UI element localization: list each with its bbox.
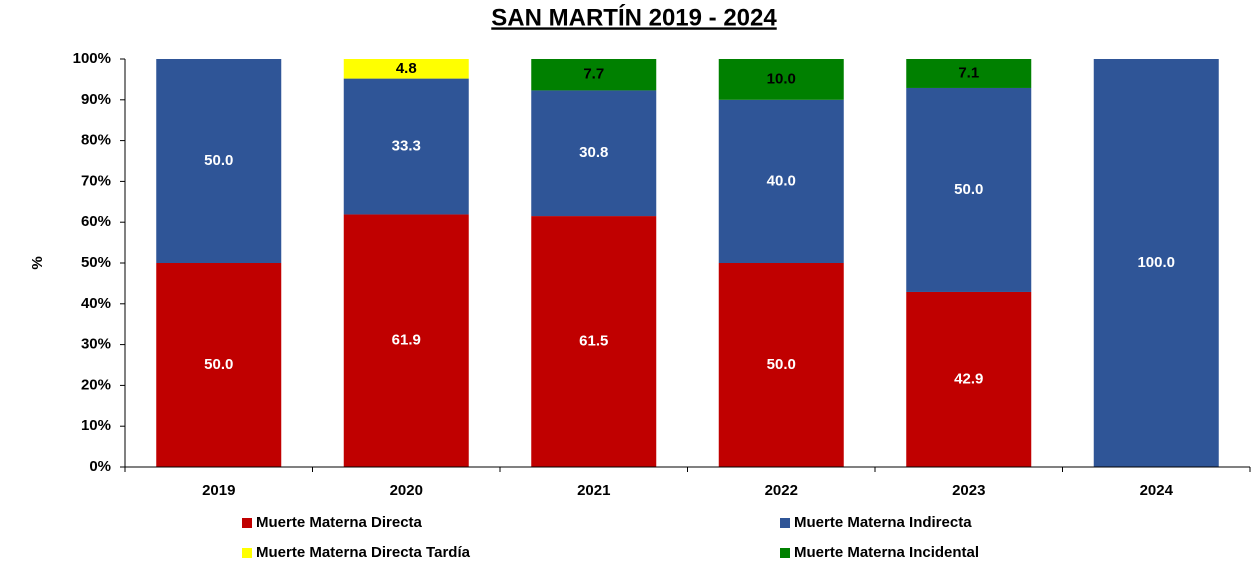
- data-label: 50.0: [204, 356, 233, 373]
- data-label: 50.0: [954, 181, 983, 198]
- bar-segment: [718, 59, 844, 100]
- data-label: 40.0: [767, 172, 796, 189]
- data-label: 61.9: [392, 332, 421, 349]
- chart-title: SAN MARTÍN 2019 - 2024: [491, 3, 777, 31]
- data-label: 30.8: [579, 144, 608, 161]
- y-tick-label: 60%: [81, 213, 111, 230]
- legend-swatch: [242, 548, 252, 558]
- legend-swatch: [780, 548, 790, 558]
- data-label: 33.3: [392, 137, 421, 154]
- bar-segment: [531, 59, 657, 91]
- bar-segment: [718, 99, 844, 263]
- legend-label: Muerte Materna Directa Tardía: [256, 544, 471, 561]
- data-label: 50.0: [204, 152, 233, 169]
- x-tick-label: 2023: [952, 482, 985, 499]
- y-tick-label: 50%: [81, 254, 111, 271]
- data-label: 7.7: [583, 66, 604, 83]
- y-tick-label: 10%: [81, 417, 111, 434]
- y-tick-label: 40%: [81, 295, 111, 312]
- data-label: 10.0: [767, 70, 796, 87]
- bar-segment: [343, 59, 469, 79]
- data-label: 50.0: [767, 356, 796, 373]
- x-tick-label: 2021: [577, 482, 610, 499]
- x-tick-label: 2020: [390, 482, 423, 499]
- bar-segment: [906, 59, 1032, 88]
- data-label: 4.8: [396, 60, 417, 77]
- y-tick-label: 20%: [81, 376, 111, 393]
- x-tick-label: 2019: [202, 482, 235, 499]
- y-tick-label: 30%: [81, 336, 111, 353]
- bar-segment: [531, 90, 657, 217]
- data-label: 42.9: [954, 370, 983, 387]
- y-tick-label: 0%: [89, 458, 111, 475]
- data-label: 100.0: [1137, 254, 1175, 271]
- legend-label: Muerte Materna Directa: [256, 514, 423, 531]
- bar-segment: [343, 78, 469, 215]
- data-label: 61.5: [579, 333, 608, 350]
- y-axis-label: %: [29, 256, 46, 269]
- legend-label: Muerte Materna Indirecta: [794, 514, 972, 531]
- data-label: 7.1: [958, 64, 979, 81]
- bar-segment: [156, 59, 282, 263]
- legend-swatch: [242, 518, 252, 528]
- bar-segment: [156, 263, 282, 467]
- y-tick-label: 90%: [81, 91, 111, 108]
- y-tick-label: 80%: [81, 132, 111, 149]
- y-tick-label: 100%: [73, 50, 111, 67]
- bar-segment: [906, 87, 1032, 292]
- bar-segment: [531, 216, 657, 467]
- bar-segment: [343, 214, 469, 467]
- legend-label: Muerte Materna Incidental: [794, 544, 979, 561]
- bar-segment: [906, 291, 1032, 467]
- bar-segment: [718, 263, 844, 467]
- legend-swatch: [780, 518, 790, 528]
- x-tick-label: 2024: [1140, 482, 1174, 499]
- bar-segment: [1093, 59, 1219, 467]
- x-tick-label: 2022: [765, 482, 798, 499]
- y-tick-label: 70%: [81, 172, 111, 189]
